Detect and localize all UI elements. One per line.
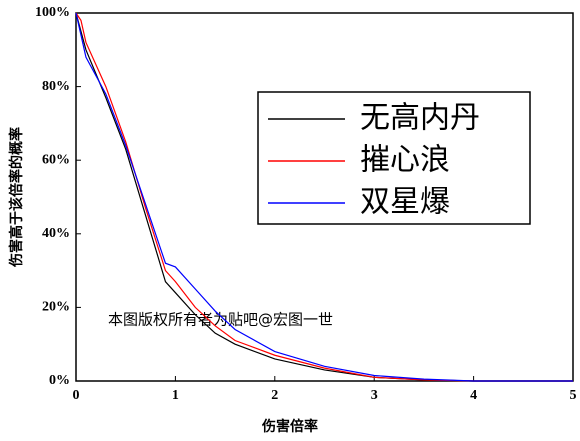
plot-frame — [75, 12, 574, 382]
legend-label: 无高内丹 — [360, 101, 480, 136]
x-tick-label: 5 — [570, 388, 577, 403]
annotation: 本图版权所有者为贴吧@宏图一世 — [108, 311, 333, 329]
y-tick-label: 100% — [35, 5, 70, 20]
y-tick-label: 60% — [42, 152, 70, 167]
series-line — [75, 12, 573, 382]
x-axis-label: 伤害倍率 — [261, 418, 318, 435]
y-tick-label: 40% — [42, 226, 70, 241]
legend-label: 摧心浪 — [360, 143, 450, 178]
x-tick-label: 2 — [271, 388, 278, 403]
series-line — [75, 12, 573, 382]
y-axis-label: 伤害高于该倍率的概率 — [8, 127, 25, 268]
x-tick-label: 3 — [371, 388, 378, 403]
legend-box — [257, 91, 531, 225]
y-tick-label: 0% — [49, 373, 70, 388]
x-tick-label: 1 — [172, 388, 179, 403]
x-tick-label: 0 — [73, 388, 80, 403]
legend-label: 双星爆 — [360, 185, 450, 220]
x-tick-label: 4 — [470, 388, 477, 403]
y-tick-label: 80% — [42, 79, 70, 94]
y-tick-label: 20% — [42, 300, 70, 315]
